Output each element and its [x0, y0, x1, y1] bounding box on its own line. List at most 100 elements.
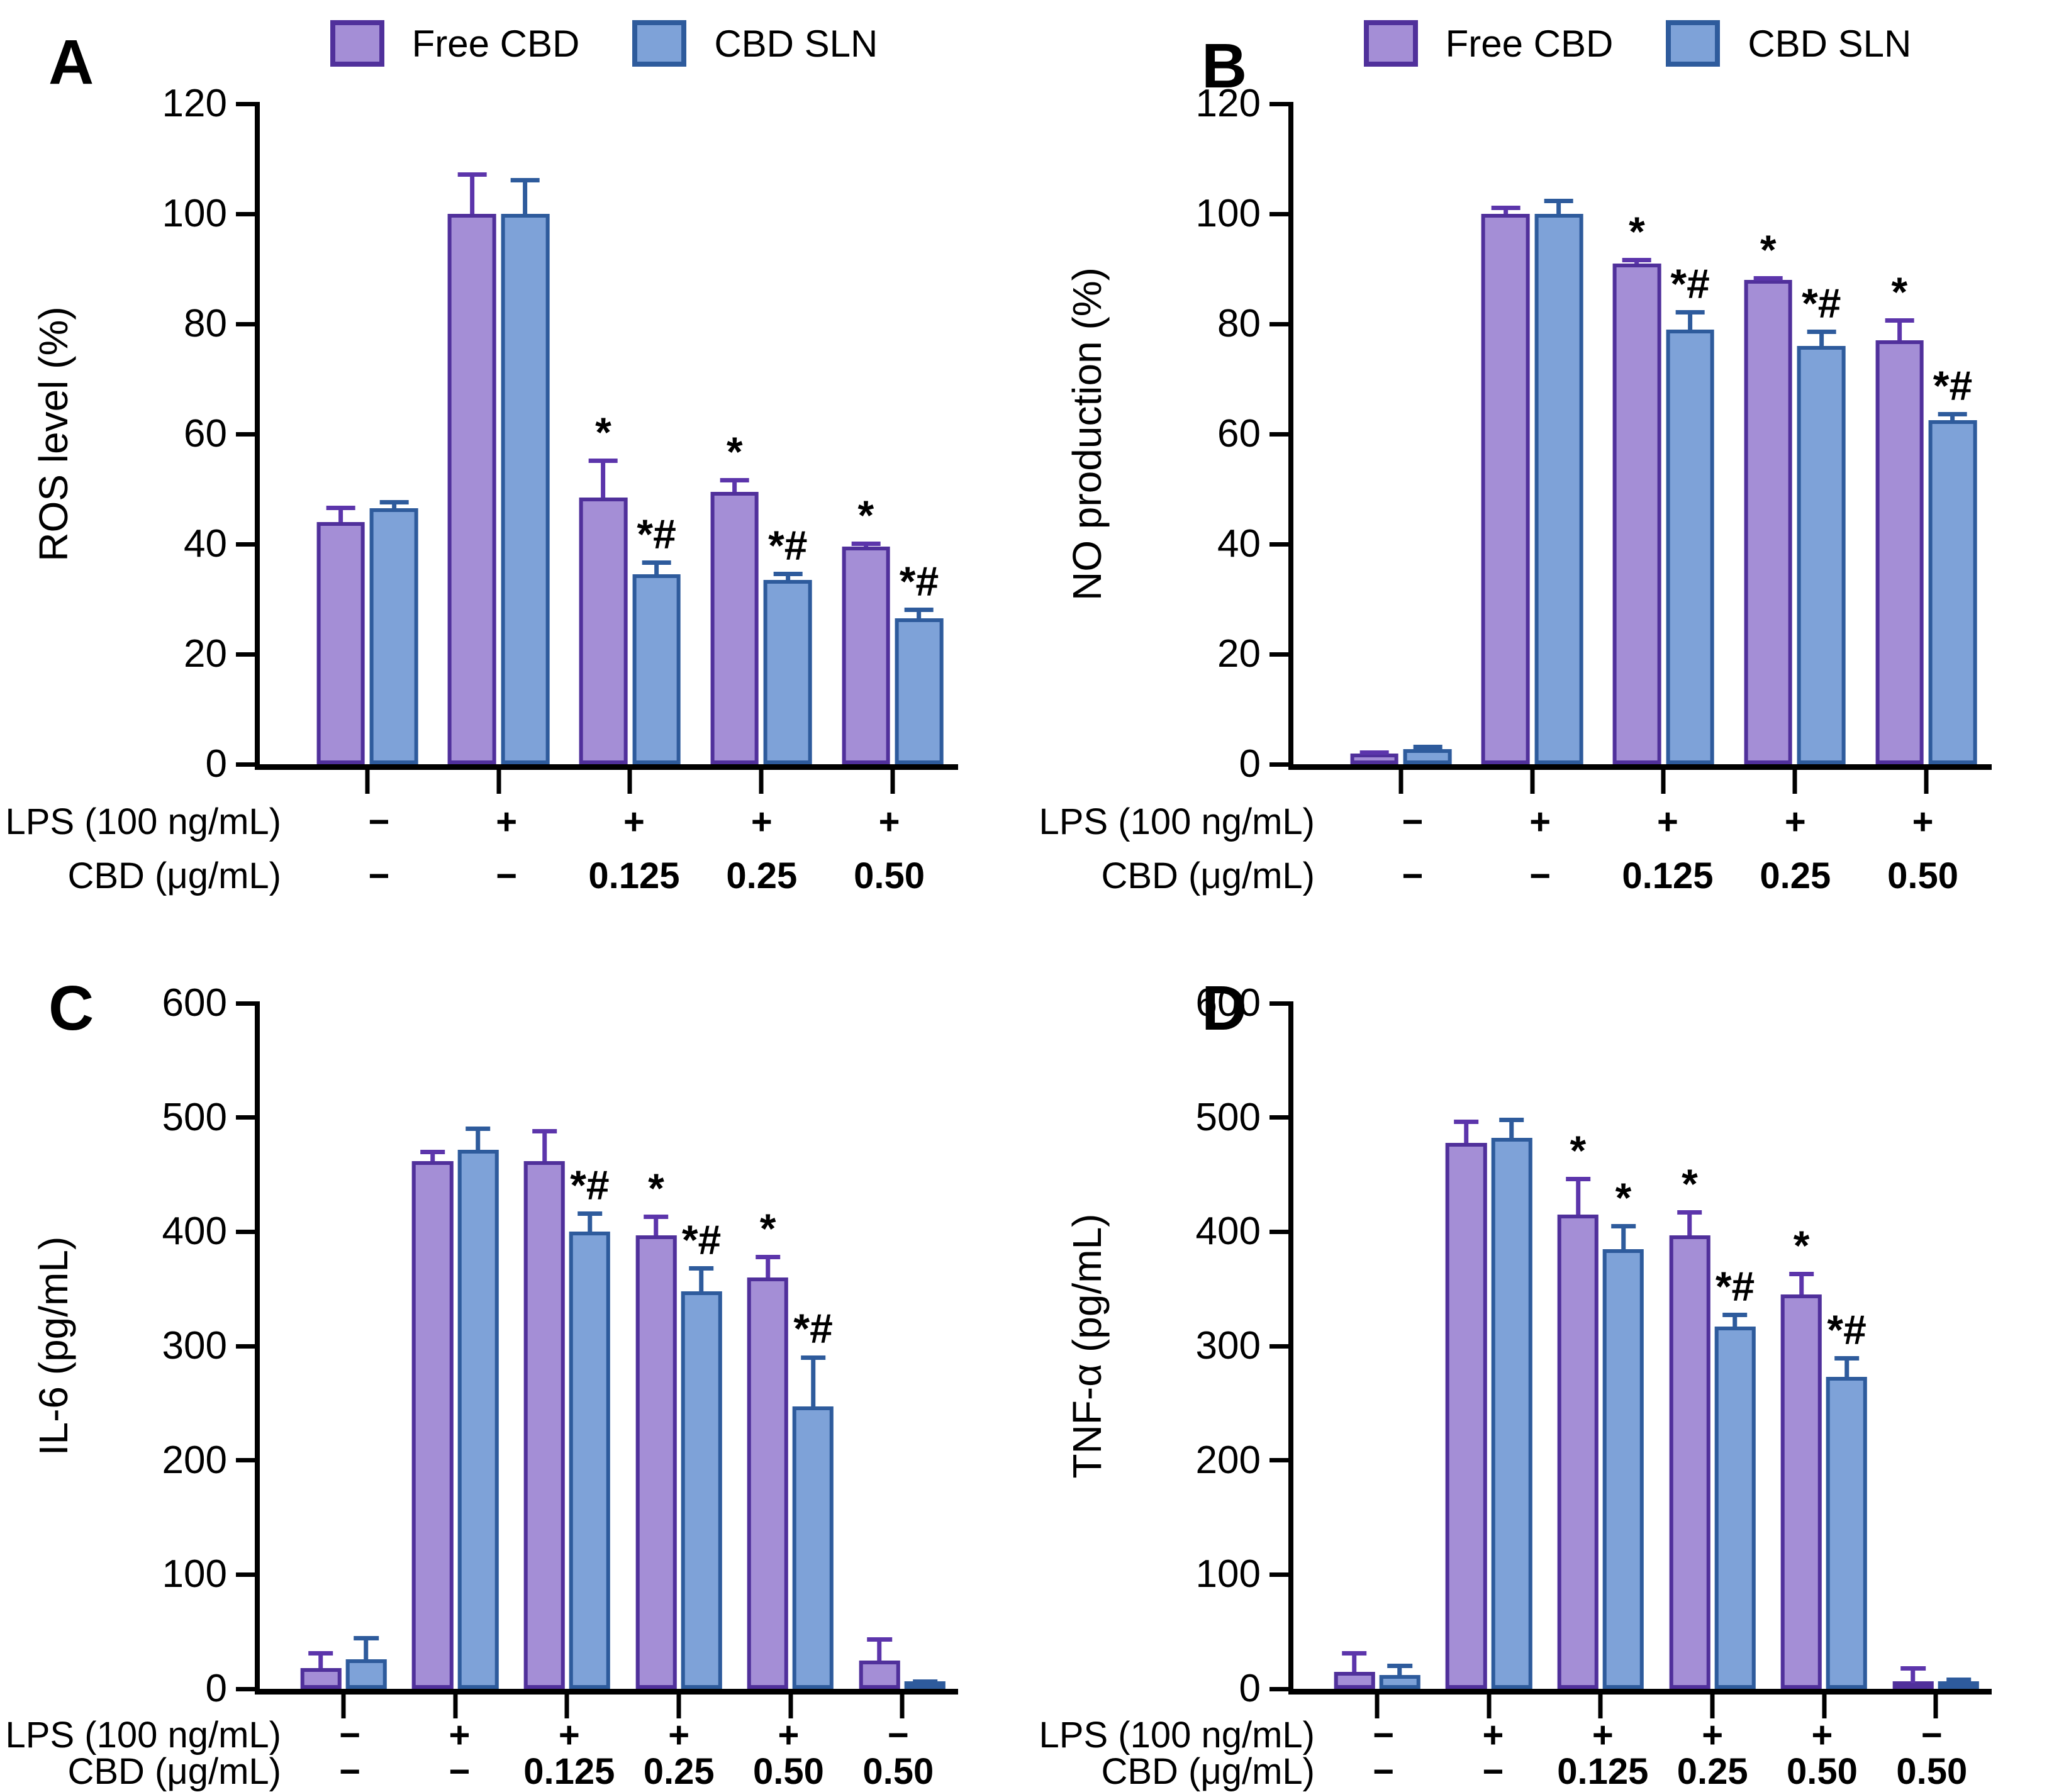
panel-tnf-alpha: D TNF-α (pg/mL) 0 100 200 300 400 500 600 * * * *#… [1039, 903, 2050, 1792]
bar-pair: * * [1557, 1003, 1644, 1689]
y-tick-label: 400 [162, 1210, 227, 1254]
lps-value: + [1657, 801, 1678, 842]
lps-value: − [1921, 1715, 1943, 1756]
x-tick [1487, 1695, 1492, 1718]
y-tick-label: 500 [162, 1095, 227, 1139]
y-tick [1269, 1115, 1293, 1120]
bar-pair: * *# [1669, 1003, 1756, 1689]
cbd-value: 0.25 [643, 1751, 715, 1792]
x-tick [1710, 1695, 1715, 1718]
bar-pair [412, 1003, 499, 1689]
error-bar-cap [1938, 412, 1967, 417]
bar-free-cbd [448, 214, 496, 764]
significance-marker: * [1793, 1222, 1810, 1269]
error-bar-cap [1834, 1356, 1860, 1361]
error-bar-cap [577, 1211, 602, 1216]
error-bar [1621, 1223, 1626, 1249]
error-bar [1911, 1666, 1916, 1683]
error-bar-cap [308, 1651, 333, 1656]
lps-value: − [1373, 1715, 1395, 1756]
x-tick [564, 1695, 569, 1718]
y-tick-label: 300 [1195, 1324, 1261, 1367]
lps-value: + [1592, 1715, 1614, 1756]
lps-value: + [1784, 801, 1806, 842]
lps-value: + [496, 801, 518, 842]
free-cbd-bar-slot [1892, 1003, 1934, 1689]
cbd-sln-bar-slot: *# [1797, 104, 1846, 764]
bar-pair: * *# [1744, 104, 1846, 764]
lps-value: + [623, 801, 645, 842]
error-bar-cap [1413, 745, 1442, 750]
y-tick-label: 20 [1217, 632, 1261, 676]
cbd-value: − [368, 855, 390, 896]
error-bar [654, 560, 659, 575]
x-tick [890, 770, 895, 794]
lps-value: − [339, 1715, 361, 1756]
cbd-value: 0.25 [726, 855, 798, 896]
free-cbd-bar-slot [859, 1003, 900, 1689]
error-bar-cap [1454, 1120, 1479, 1125]
error-bar-cap [1499, 1117, 1524, 1122]
cbd-row: CBD (μg/mL) − − 0.125 0.25 0.50 [9, 856, 1016, 896]
significance-marker: *# [793, 1305, 833, 1352]
significance-marker: *# [1670, 260, 1710, 308]
error-bar [1687, 1210, 1692, 1235]
significance-marker: * [1629, 208, 1645, 255]
lps-value: + [558, 1715, 580, 1756]
cbd-value: 0.125 [523, 1751, 615, 1792]
y-tick-label: 60 [1217, 412, 1261, 455]
free-cbd-bar-slot: * [1875, 104, 1924, 764]
error-bar [877, 1637, 882, 1661]
y-tick [1269, 101, 1293, 106]
lps-value: + [751, 801, 773, 842]
significance-marker: * [648, 1165, 664, 1211]
error-bar [601, 459, 606, 498]
free-cbd-bar-slot [412, 1003, 454, 1689]
bar-cbd-sln [1602, 1249, 1644, 1689]
y-tick-label: 120 [1195, 82, 1261, 125]
error-bar [917, 607, 922, 619]
y-tick [1269, 321, 1293, 326]
bar-pair [1892, 1003, 1980, 1689]
y-tick [1269, 1344, 1293, 1349]
y-tick [236, 762, 260, 767]
cbd-sln-bar-slot: *# [793, 1003, 834, 1689]
significance-marker: * [857, 491, 874, 538]
x-tick [496, 770, 501, 794]
bar-cbd-sln [1666, 329, 1714, 764]
cbd-value: 0.50 [854, 855, 925, 896]
bar-cbd-sln [569, 1232, 610, 1689]
y-tick [236, 211, 260, 216]
free-cbd-bar-slot: * [710, 104, 759, 764]
bar-group: * *# [1860, 104, 1992, 794]
panel-letter: C [48, 973, 94, 1043]
y-tick-label: 300 [162, 1324, 227, 1367]
error-bar-cap [466, 1127, 491, 1132]
y-tick-label: 20 [184, 632, 227, 676]
error-bar-cap [1544, 199, 1573, 204]
bar-groups: * * * *# * *# [1321, 1003, 1992, 1718]
error-bar-cap [773, 571, 803, 576]
x-tick [365, 770, 370, 794]
bar-free-cbd [1875, 340, 1924, 764]
error-bar [1819, 329, 1824, 346]
bar-cbd-sln [1714, 1327, 1756, 1689]
x-tick [1598, 1695, 1603, 1718]
error-bar-cap [644, 1215, 669, 1220]
lps-row: LPS (100 ng/mL) − + + + + − [6, 1715, 1016, 1756]
x-tick [759, 770, 764, 794]
free-cbd-bar-slot [1334, 1003, 1375, 1689]
bar-group: * *# [735, 1003, 847, 1718]
cbd-values: − − 0.125 0.25 0.50 [255, 856, 953, 896]
bar-cbd-sln [501, 214, 550, 764]
bar-groups: * *# * *# * *# [1336, 104, 1992, 794]
cbd-values: − − 0.125 0.25 0.50 0.50 [1288, 1752, 1987, 1792]
bar-free-cbd [859, 1660, 900, 1689]
significance-marker: *# [1933, 362, 1973, 409]
lps-value: + [449, 1715, 471, 1756]
error-bar-cap [589, 459, 618, 464]
error-bar-cap [1807, 329, 1836, 334]
bar-free-cbd [1744, 280, 1792, 764]
cbd-row: CBD (μg/mL) − − 0.125 0.25 0.50 0.50 [9, 1752, 1016, 1792]
significance-marker: *# [1802, 279, 1841, 326]
